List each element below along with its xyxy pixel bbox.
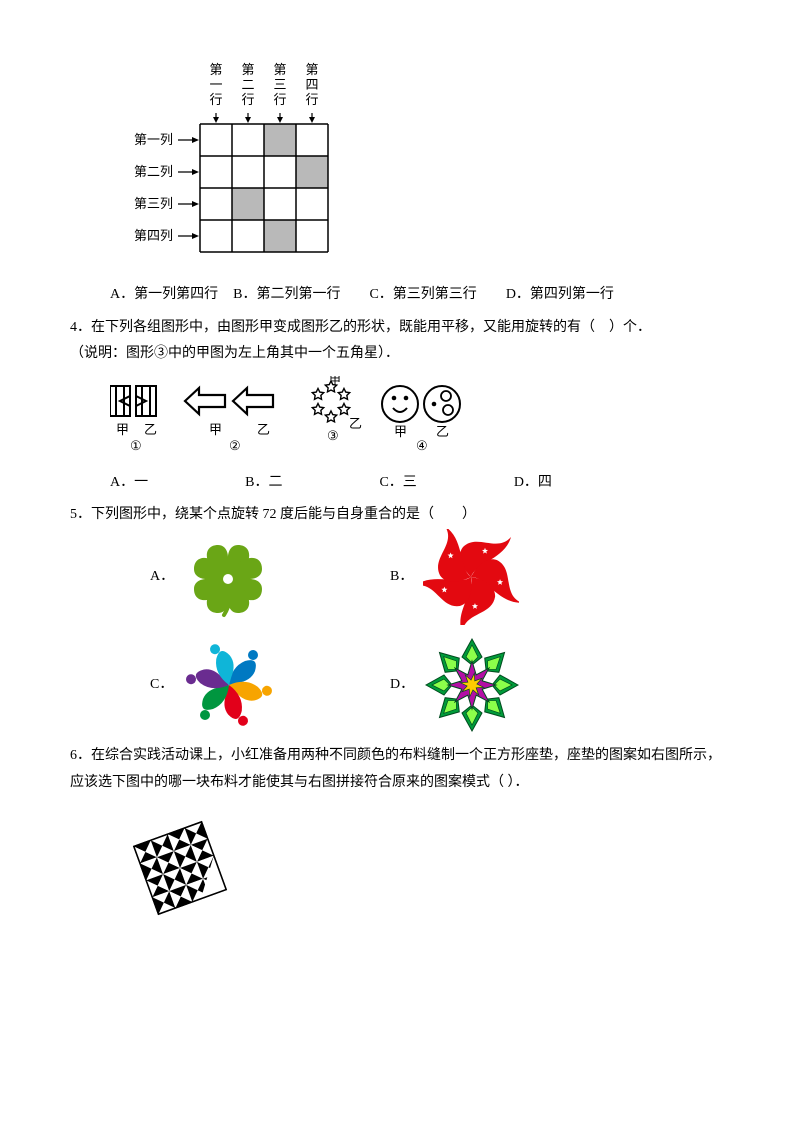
q6-pattern-svg bbox=[120, 808, 260, 938]
svg-text:第: 第 bbox=[305, 62, 318, 77]
svg-text:三: 三 bbox=[273, 77, 286, 92]
svg-text:②: ② bbox=[229, 438, 241, 453]
q5-opt-a-label: A． bbox=[150, 564, 174, 591]
svg-text:第三列: 第三列 bbox=[134, 196, 173, 211]
svg-text:四: 四 bbox=[305, 77, 318, 92]
svg-text:一: 一 bbox=[209, 77, 222, 92]
svg-text:乙: 乙 bbox=[257, 422, 270, 437]
q4-figures-svg: 甲乙①甲乙②甲乙③甲乙④ bbox=[110, 376, 510, 466]
svg-text:第一列: 第一列 bbox=[134, 132, 173, 147]
svg-text:④: ④ bbox=[416, 438, 428, 453]
flower-icon bbox=[423, 529, 519, 625]
q5-opt-d-label: D． bbox=[390, 672, 414, 699]
swirl-icon bbox=[183, 639, 275, 731]
svg-text:行: 行 bbox=[273, 92, 286, 107]
svg-text:行: 行 bbox=[305, 92, 318, 107]
svg-text:乙: 乙 bbox=[436, 424, 449, 439]
q4-opt-a: A．一 bbox=[110, 470, 148, 497]
svg-text:第: 第 bbox=[209, 62, 222, 77]
mandala-icon bbox=[424, 637, 520, 733]
svg-text:甲: 甲 bbox=[116, 422, 129, 437]
svg-text:第: 第 bbox=[241, 62, 254, 77]
svg-text:甲: 甲 bbox=[209, 422, 222, 437]
clover-icon bbox=[184, 533, 272, 621]
q3-opt-a: A．第一列第四行 bbox=[110, 282, 218, 309]
svg-text:甲: 甲 bbox=[394, 424, 407, 439]
svg-text:乙: 乙 bbox=[144, 422, 157, 437]
q4-options: A．一 B．二 C．三 D．四 bbox=[70, 470, 724, 497]
q5-options-grid: A． B． C． D． bbox=[150, 529, 724, 733]
q3-opt-b: B．第二列第一行 bbox=[233, 282, 340, 309]
svg-text:③: ③ bbox=[327, 428, 339, 443]
q4-opt-d: D．四 bbox=[514, 470, 552, 497]
q5-opt-c-label: C． bbox=[150, 672, 173, 699]
q4-opt-b: B．二 bbox=[245, 470, 282, 497]
svg-text:行: 行 bbox=[209, 92, 222, 107]
q4-stem: 4．在下列各组图形中，由图形甲变成图形乙的形状，既能用平移，又能用旋转的有（ ）… bbox=[70, 315, 724, 342]
svg-text:行: 行 bbox=[241, 92, 254, 107]
q3-options: A．第一列第四行 B．第二列第一行 C．第三列第三行 D．第四列第一行 bbox=[70, 282, 724, 309]
svg-text:二: 二 bbox=[241, 77, 254, 92]
q5-opt-b-label: B． bbox=[390, 564, 413, 591]
grid-svg: 第一行第二行第三行第四行第一列第二列第三列第四列 bbox=[130, 60, 390, 270]
q5-stem: 5．下列图形中，绕某个点旋转 72 度后能与自身重合的是（ ） bbox=[70, 502, 724, 529]
q4-opt-c: C．三 bbox=[379, 470, 416, 497]
q3-grid-figure: 第一行第二行第三行第四行第一列第二列第三列第四列 bbox=[130, 60, 724, 270]
svg-text:第二列: 第二列 bbox=[134, 164, 173, 179]
q4-note: （说明：图形③中的甲图为左上角其中一个五角星）． bbox=[70, 341, 724, 368]
q3-opt-d: D．第四列第一行 bbox=[506, 282, 614, 309]
svg-text:①: ① bbox=[130, 438, 142, 453]
q6-stem: 6．在综合实践活动课上，小红准备用两种不同颜色的布料缝制一个正方形座垫，座垫的图… bbox=[70, 743, 724, 796]
svg-text:乙: 乙 bbox=[349, 416, 362, 431]
svg-text:第: 第 bbox=[273, 62, 286, 77]
svg-text:第四列: 第四列 bbox=[134, 228, 173, 243]
q6-figure bbox=[120, 808, 724, 938]
q3-opt-c: C．第三列第三行 bbox=[369, 282, 476, 309]
q4-figures: 甲乙①甲乙②甲乙③甲乙④ bbox=[110, 376, 724, 466]
